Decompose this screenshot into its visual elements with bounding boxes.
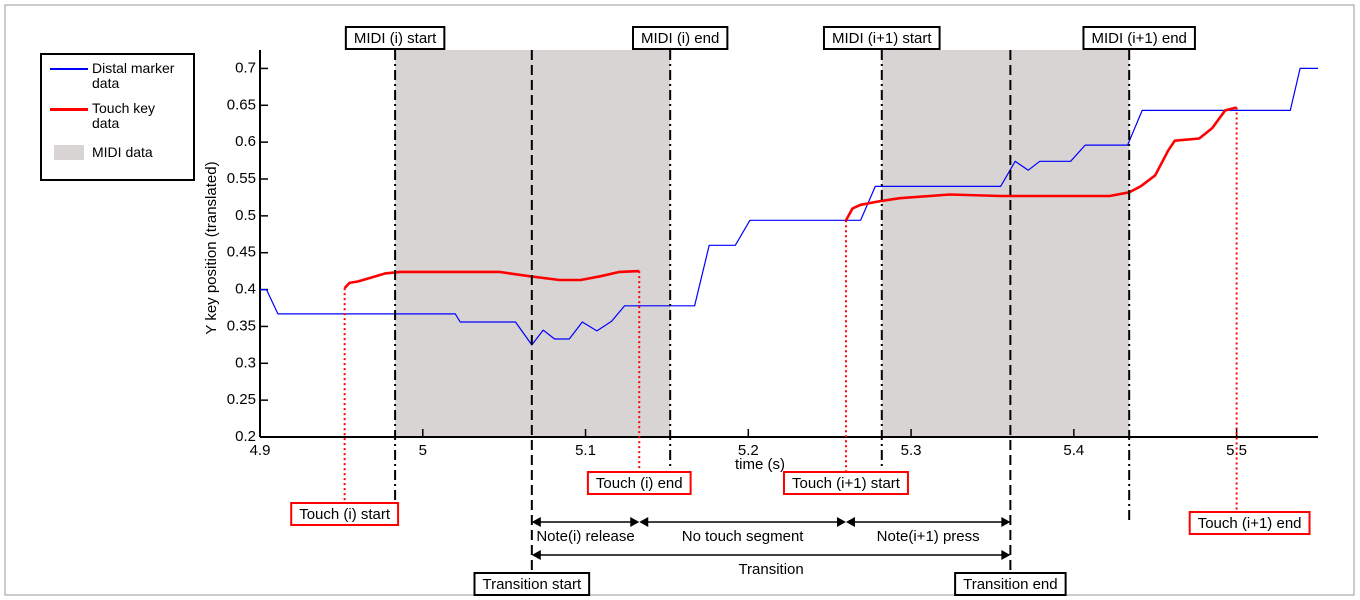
y-tick-label: 0.65	[227, 96, 256, 113]
legend-swatch	[48, 101, 92, 117]
x-tick-label: 5.5	[1226, 442, 1247, 459]
y-tick-label: 0.55	[227, 170, 256, 187]
touch-event-label-box	[290, 502, 400, 526]
y-axis-label: Y key position (translated)	[203, 161, 220, 334]
frame	[4, 4, 1355, 596]
midi-event-label: MIDI (i) start	[354, 30, 437, 47]
segment-label: No touch segment	[682, 528, 805, 545]
x-tick-label: 5.3	[901, 442, 922, 459]
legend-item: MIDI data	[48, 145, 182, 161]
segment-label: Note(i) release	[536, 528, 634, 545]
midi-event-label: MIDI (i+1) end	[1091, 30, 1186, 47]
touch-event-label: Touch (i) end	[596, 475, 683, 492]
midi-region	[395, 50, 671, 437]
midi-event-label-box	[344, 26, 446, 50]
y-tick-label: 0.7	[235, 59, 256, 76]
legend-item: Distal marker data	[48, 61, 182, 91]
y-tick-label: 0.5	[235, 207, 256, 224]
touch-event-label-box	[1188, 511, 1311, 535]
midi-event-label: MIDI (i+1) start	[832, 30, 932, 47]
arrow-head	[1001, 550, 1011, 560]
y-tick-label: 0.35	[227, 317, 256, 334]
midi-event-label-box	[822, 26, 941, 50]
x-axis-label: time (s)	[735, 456, 785, 473]
y-tick-label: 0.45	[227, 244, 256, 261]
legend: Distal marker data Touch key data MIDI dat…	[40, 53, 195, 181]
series-line	[260, 67, 1318, 346]
x-tick-label: 5.1	[575, 442, 596, 459]
touch-event-label-box	[782, 471, 909, 495]
arrow-head	[639, 517, 649, 527]
midi-event-label: MIDI (i) end	[641, 30, 719, 47]
segment-label: Note(i+1) press	[877, 528, 980, 545]
arrow-head	[531, 517, 541, 527]
transition-label-box	[473, 572, 591, 596]
x-tick-label: 5.2	[738, 442, 759, 459]
touch-event-label-box	[586, 471, 692, 495]
midi-region	[881, 50, 1130, 437]
arrow-head	[1001, 517, 1011, 527]
legend-item: Touch key data	[48, 101, 182, 131]
legend-label: Distal marker data	[92, 60, 175, 91]
transition-label: Transition end	[963, 576, 1058, 593]
legend-label: Touch key data	[92, 100, 156, 131]
legend-label: MIDI data	[92, 144, 153, 160]
y-tick-label: 0.3	[235, 354, 256, 371]
segment-label: Transition	[738, 561, 803, 578]
x-tick-label: 4.9	[250, 442, 271, 459]
arrow-head	[845, 517, 855, 527]
legend-swatch	[48, 145, 92, 161]
y-tick-label: 0.25	[227, 391, 256, 408]
midi-event-label-box	[1082, 26, 1196, 50]
touch-event-label: Touch (i) start	[299, 506, 391, 523]
arrow-head	[630, 517, 640, 527]
x-tick-label: 5	[419, 442, 427, 459]
y-tick-label: 0.4	[235, 281, 256, 298]
x-tick-label: 5.4	[1063, 442, 1084, 459]
transition-label: Transition start	[482, 576, 581, 593]
touch-event-label: Touch (i+1) start	[792, 475, 901, 492]
midi-event-label-box	[631, 26, 729, 50]
series-line	[343, 106, 1237, 289]
arrow-head	[836, 517, 846, 527]
touch-event-label: Touch (i+1) end	[1198, 515, 1302, 532]
arrow-head	[531, 550, 541, 560]
legend-swatch	[48, 61, 92, 77]
y-tick-label: 0.2	[235, 428, 256, 445]
transition-label-box	[954, 572, 1067, 596]
y-tick-label: 0.6	[235, 133, 256, 150]
